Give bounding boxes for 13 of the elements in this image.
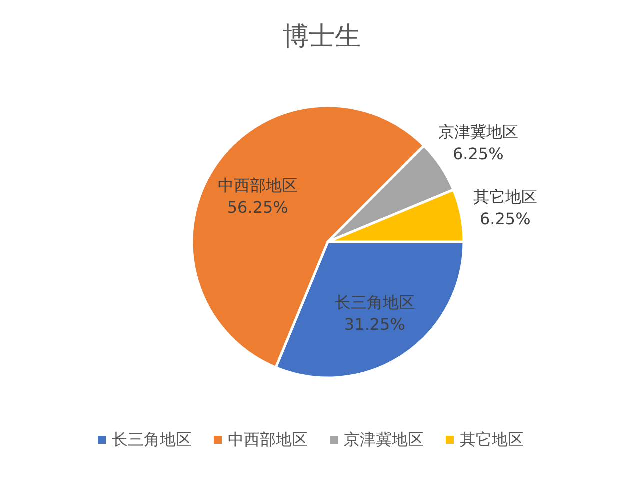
data-label: 6.25% xyxy=(452,144,504,164)
legend-label: 京津冀地区 xyxy=(344,430,424,449)
slice-label: 长三角地区 xyxy=(334,293,415,312)
data-label: 31.25% xyxy=(344,315,406,334)
legend-label: 中西部地区 xyxy=(228,430,308,449)
data-label: 6.25% xyxy=(480,210,531,229)
slice-label: 其它地区 xyxy=(473,188,538,207)
slice-label: 京津冀地区 xyxy=(438,122,518,142)
chart-title: 博士生 xyxy=(283,22,361,52)
slice-label: 中西部地区 xyxy=(218,176,298,196)
legend-label: 其它地区 xyxy=(460,430,524,449)
legend-label: 长三角地区 xyxy=(112,430,192,449)
data-label: 56.25% xyxy=(227,198,288,218)
